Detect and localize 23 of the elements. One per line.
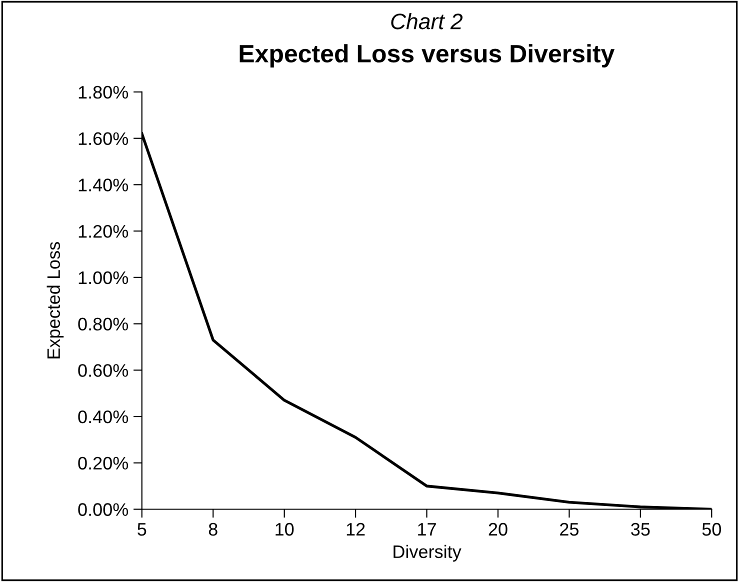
x-tick-label: 5 (138, 523, 146, 536)
y-axis-title: Expected Loss (46, 242, 64, 358)
y-tick-label: 1.40% (78, 178, 128, 192)
x-tick-label: 8 (208, 522, 218, 536)
y-tick-label: 1.20% (78, 224, 128, 238)
chart-title: Expected Loss versus Diversity (240, 44, 615, 68)
x-tick-label: 10 (276, 522, 294, 536)
y-tick-label: 1.00% (78, 271, 128, 284)
y-tick-label: 1.80% (78, 86, 128, 99)
x-tick-label: 25 (560, 522, 578, 536)
x-tick-label: 35 (631, 522, 650, 536)
y-tick-label: 0.60% (78, 364, 128, 377)
y-tick-label: 0.00% (78, 503, 128, 516)
x-axis-title: Diversity (394, 544, 462, 562)
x-tick-label: 12 (346, 522, 365, 536)
x-tick-label: 17 (418, 523, 436, 536)
x-tick-label: 20 (488, 522, 508, 536)
y-tick-label: 1.60% (78, 132, 128, 146)
x-tick-label: 50 (702, 522, 721, 536)
y-tick-label: 0.20% (78, 456, 128, 470)
y-tick-label: 0.40% (78, 410, 128, 424)
y-tick-label: 0.80% (78, 318, 128, 331)
chart-subtitle: Chart 2 (391, 12, 463, 30)
